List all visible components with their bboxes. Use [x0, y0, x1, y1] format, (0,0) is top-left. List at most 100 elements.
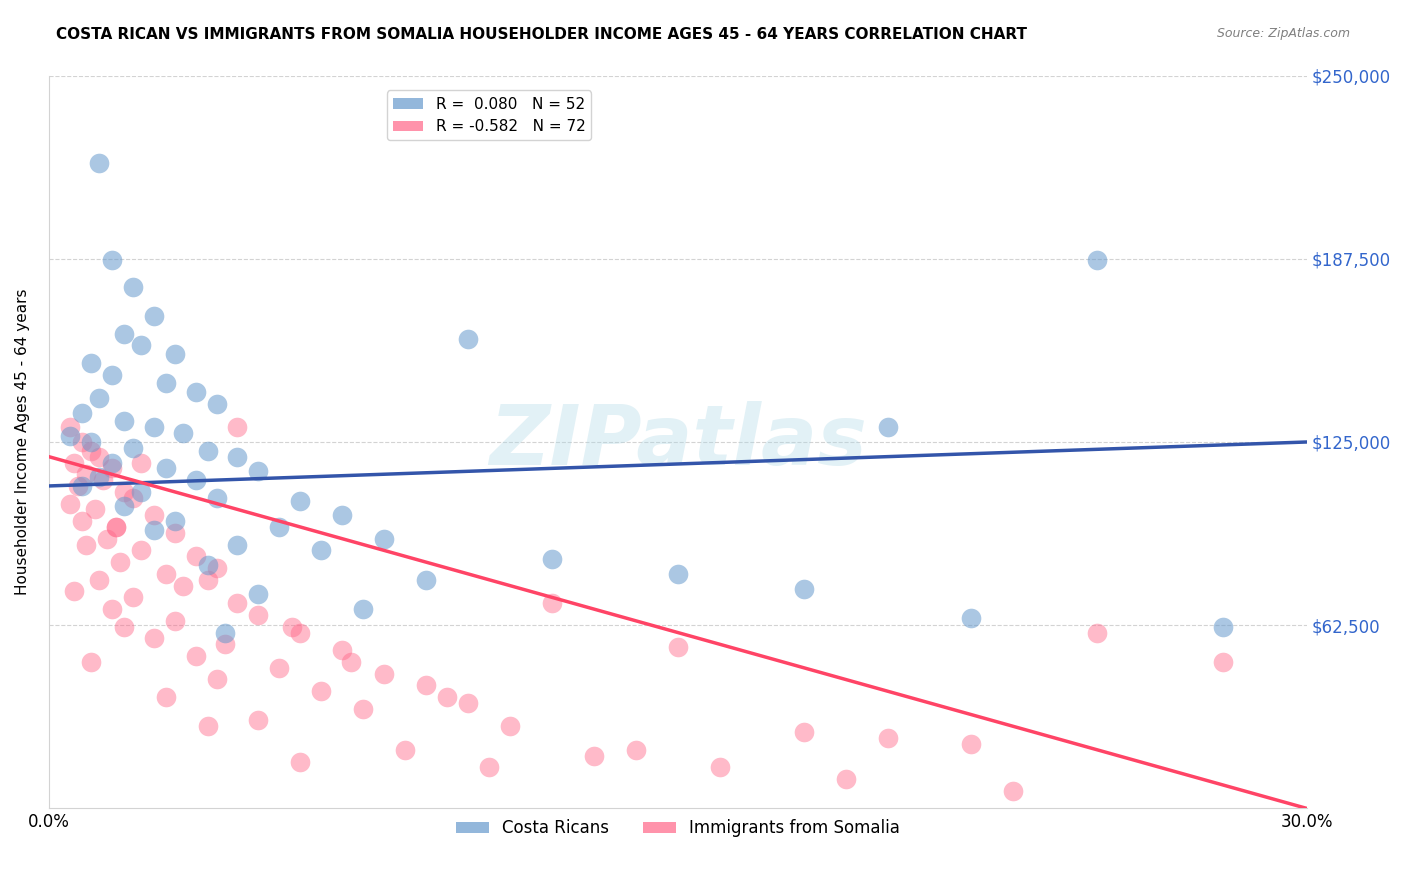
Point	[876, 420, 898, 434]
Point	[142, 420, 165, 434]
Point	[290, 625, 312, 640]
Point	[129, 338, 152, 352]
Point	[197, 719, 219, 733]
Legend: Costa Ricans, Immigrants from Somalia: Costa Ricans, Immigrants from Somalia	[449, 813, 907, 844]
Point	[96, 532, 118, 546]
Point	[499, 719, 522, 733]
Point	[121, 491, 143, 505]
Point	[63, 584, 86, 599]
Point	[112, 484, 135, 499]
Point	[129, 543, 152, 558]
Point	[184, 473, 207, 487]
Point	[163, 347, 186, 361]
Point	[80, 443, 103, 458]
Point	[247, 714, 270, 728]
Point	[205, 673, 228, 687]
Point	[80, 356, 103, 370]
Point	[793, 725, 815, 739]
Point	[108, 555, 131, 569]
Point	[100, 456, 122, 470]
Point	[541, 552, 564, 566]
Point	[457, 332, 479, 346]
Point	[415, 573, 437, 587]
Point	[100, 602, 122, 616]
Point	[290, 493, 312, 508]
Point	[1212, 655, 1234, 669]
Point	[184, 648, 207, 663]
Point	[121, 279, 143, 293]
Point	[352, 602, 374, 616]
Point	[205, 561, 228, 575]
Point	[142, 309, 165, 323]
Text: Source: ZipAtlas.com: Source: ZipAtlas.com	[1216, 27, 1350, 40]
Point	[247, 587, 270, 601]
Point	[76, 538, 98, 552]
Point	[67, 479, 90, 493]
Point	[624, 743, 647, 757]
Point	[373, 532, 395, 546]
Point	[247, 607, 270, 622]
Point	[87, 470, 110, 484]
Point	[142, 632, 165, 646]
Point	[83, 502, 105, 516]
Point	[1212, 620, 1234, 634]
Point	[172, 579, 194, 593]
Point	[72, 406, 94, 420]
Point	[197, 573, 219, 587]
Point	[205, 397, 228, 411]
Point	[226, 450, 249, 464]
Point	[311, 684, 333, 698]
Point	[1002, 784, 1025, 798]
Point	[394, 743, 416, 757]
Point	[112, 500, 135, 514]
Point	[214, 625, 236, 640]
Point	[155, 690, 177, 704]
Point	[72, 514, 94, 528]
Point	[541, 596, 564, 610]
Point	[205, 491, 228, 505]
Point	[793, 582, 815, 596]
Point	[582, 748, 605, 763]
Point	[1085, 253, 1108, 268]
Point	[330, 643, 353, 657]
Point	[129, 456, 152, 470]
Text: COSTA RICAN VS IMMIGRANTS FROM SOMALIA HOUSEHOLDER INCOME AGES 45 - 64 YEARS COR: COSTA RICAN VS IMMIGRANTS FROM SOMALIA H…	[56, 27, 1028, 42]
Point	[87, 156, 110, 170]
Point	[666, 640, 689, 655]
Point	[269, 661, 291, 675]
Point	[76, 467, 98, 482]
Point	[112, 414, 135, 428]
Point	[80, 655, 103, 669]
Point	[100, 368, 122, 382]
Point	[184, 549, 207, 564]
Point	[666, 566, 689, 581]
Point	[155, 461, 177, 475]
Point	[197, 443, 219, 458]
Point	[59, 429, 82, 443]
Point	[91, 473, 114, 487]
Point	[72, 434, 94, 449]
Point	[142, 508, 165, 523]
Point	[163, 614, 186, 628]
Text: ZIPatlas: ZIPatlas	[489, 401, 866, 483]
Y-axis label: Householder Income Ages 45 - 64 years: Householder Income Ages 45 - 64 years	[15, 289, 30, 595]
Point	[457, 696, 479, 710]
Point	[87, 391, 110, 405]
Point	[281, 620, 304, 634]
Point	[415, 678, 437, 692]
Point	[121, 591, 143, 605]
Point	[163, 525, 186, 540]
Point	[104, 520, 127, 534]
Point	[155, 566, 177, 581]
Point	[330, 508, 353, 523]
Point	[155, 376, 177, 391]
Point	[184, 385, 207, 400]
Point	[112, 620, 135, 634]
Point	[80, 434, 103, 449]
Point	[311, 543, 333, 558]
Point	[352, 702, 374, 716]
Point	[269, 520, 291, 534]
Point	[104, 520, 127, 534]
Point	[100, 253, 122, 268]
Point	[197, 558, 219, 573]
